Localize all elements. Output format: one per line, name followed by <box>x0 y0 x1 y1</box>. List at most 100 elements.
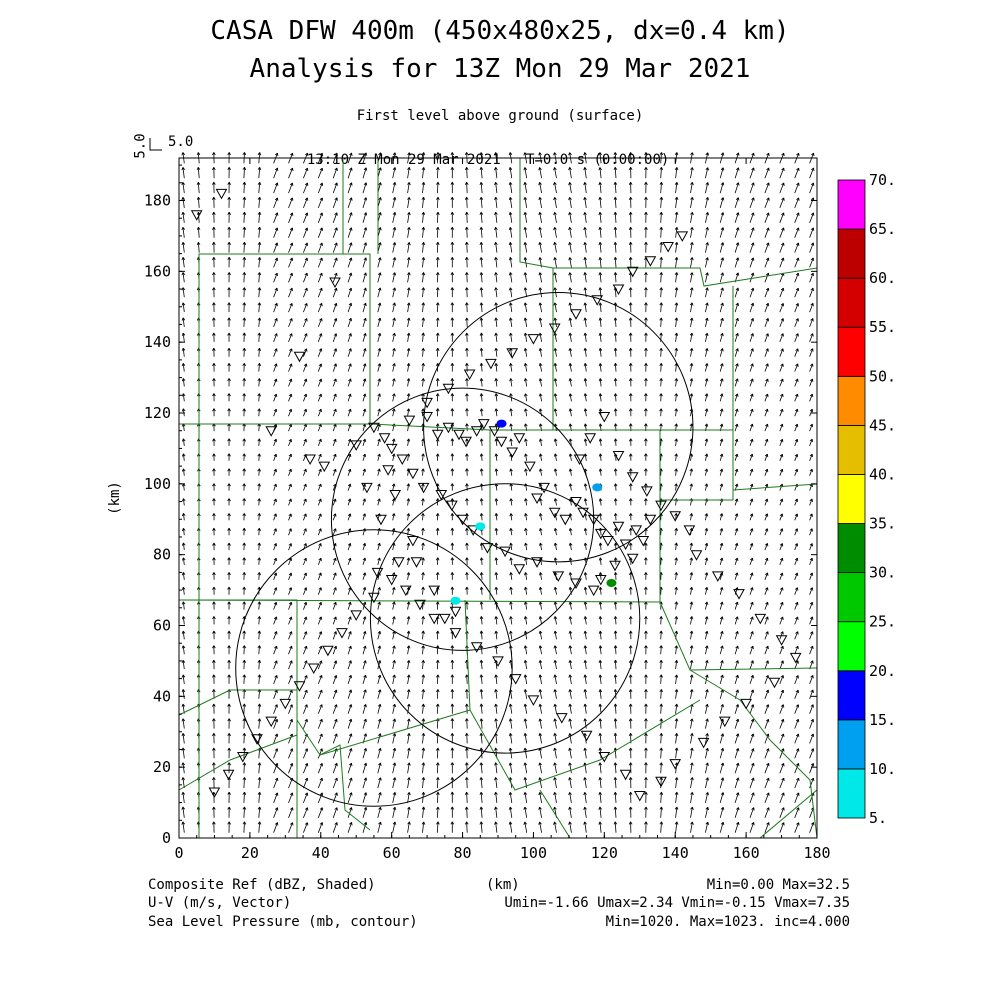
wind-vector <box>303 212 309 223</box>
wind-vector <box>689 572 694 580</box>
wind-vector <box>242 821 247 833</box>
wind-vector <box>377 363 382 372</box>
wind-vector <box>181 498 186 506</box>
wind-vector <box>392 347 396 357</box>
station-marker <box>421 412 433 423</box>
wind-vector <box>644 181 648 194</box>
wind-vector <box>494 806 498 818</box>
wind-vector <box>273 378 278 387</box>
wind-vector <box>523 791 528 803</box>
wind-vector <box>257 332 262 342</box>
wind-vector <box>347 242 353 253</box>
wind-vector <box>273 272 278 283</box>
wind-vector <box>347 453 352 461</box>
wind-vector <box>450 272 455 283</box>
wind-vector <box>809 242 815 253</box>
wind-vector <box>377 733 382 744</box>
wind-vector <box>407 806 411 818</box>
wind-vector <box>257 257 262 268</box>
wind-vector <box>628 363 633 372</box>
wind-vector <box>288 616 293 625</box>
wind-vector <box>288 227 294 238</box>
station-marker <box>371 567 384 579</box>
wind-vector <box>598 777 602 789</box>
wind-vector <box>809 212 815 223</box>
wind-vector <box>705 777 709 789</box>
wind-vector <box>598 689 603 699</box>
wind-vector <box>538 242 542 253</box>
wind-vector <box>690 777 694 789</box>
wind-vector <box>450 703 455 714</box>
wind-vector <box>644 211 648 223</box>
wind-vector <box>392 806 397 818</box>
wind-vector <box>644 453 648 461</box>
wind-vector <box>288 242 294 253</box>
wind-vector <box>362 542 367 551</box>
x-tick-label: 60 <box>383 844 401 862</box>
wind-vector <box>227 363 231 372</box>
wind-vector <box>407 211 411 223</box>
wind-vector <box>613 630 618 640</box>
wind-vector <box>435 689 440 699</box>
wind-vector <box>794 167 800 179</box>
wind-vector <box>628 332 633 342</box>
wind-vector <box>524 513 528 521</box>
wind-vector <box>598 241 603 253</box>
radar-range-ring <box>330 387 595 651</box>
wind-vector <box>628 226 633 238</box>
wind-vector <box>303 704 308 714</box>
wind-vector <box>538 347 543 357</box>
wind-vector <box>719 587 724 595</box>
wind-vector <box>613 317 618 327</box>
wind-vector <box>553 821 557 833</box>
station-marker <box>318 461 331 473</box>
wind-vector <box>242 287 247 298</box>
wind-vector <box>704 363 709 372</box>
wind-vector <box>494 363 499 372</box>
wind-vector <box>181 302 186 313</box>
station-marker <box>428 585 441 597</box>
colorbar-label: 40. <box>869 465 896 483</box>
wind-vector <box>242 630 246 640</box>
wind-vector <box>464 181 469 194</box>
wind-vector <box>690 182 694 194</box>
wind-vector <box>257 806 262 818</box>
wind-vector <box>242 557 246 565</box>
wind-vector <box>465 378 469 387</box>
wind-vector <box>598 791 602 803</box>
wind-vector <box>509 332 513 342</box>
wind-vector <box>257 572 261 580</box>
station-marker <box>637 536 650 547</box>
wind-vector <box>779 645 784 655</box>
station-marker <box>591 295 604 306</box>
wind-vector <box>407 181 411 194</box>
wind-vector <box>794 272 800 283</box>
wind-vector <box>749 822 755 833</box>
wind-vector <box>227 167 231 179</box>
county-boundary <box>179 599 298 838</box>
wind-vector <box>719 528 724 536</box>
wind-vector <box>347 631 352 640</box>
wind-vector <box>794 777 800 789</box>
wind-vector <box>553 645 558 655</box>
wind-vector <box>479 211 484 223</box>
wind-vector <box>598 317 603 327</box>
wind-vector <box>347 408 352 417</box>
wind-vector <box>257 347 262 357</box>
wind-vector <box>227 498 231 506</box>
wind-vector <box>659 689 663 699</box>
wind-vector <box>377 483 381 491</box>
wind-vector <box>303 333 308 342</box>
station-marker <box>531 493 543 505</box>
wind-vector <box>212 630 216 640</box>
wind-vector <box>749 302 755 313</box>
wind-vector <box>421 674 426 684</box>
wind-vector <box>421 211 426 223</box>
station-marker <box>470 642 483 653</box>
wind-vector <box>674 272 679 283</box>
wind-vector <box>659 732 663 744</box>
wind-vector <box>288 645 293 655</box>
wind-vector <box>719 287 724 298</box>
wind-vector <box>181 347 186 357</box>
wind-vector <box>494 317 498 327</box>
